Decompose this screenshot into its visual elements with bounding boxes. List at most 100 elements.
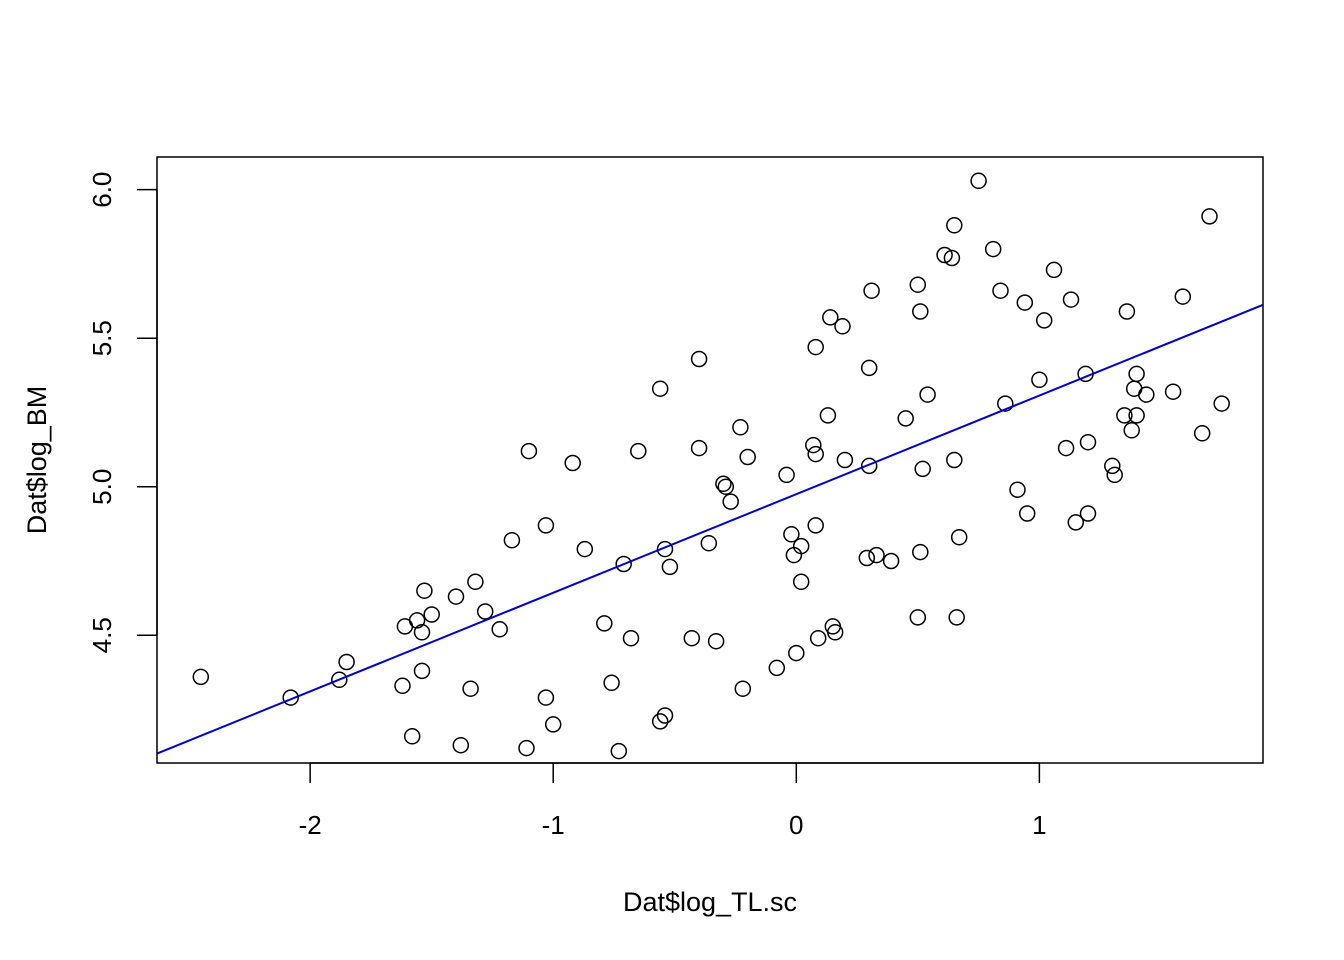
data-point xyxy=(615,555,632,573)
data-point xyxy=(860,457,878,475)
data-point xyxy=(984,240,1002,258)
data-point xyxy=(732,419,749,436)
data-point xyxy=(1079,505,1097,522)
data-point xyxy=(537,517,555,534)
y-axis: 4.5 5.0 5.5 6.0 xyxy=(87,172,158,653)
data-point xyxy=(909,609,927,626)
data-point xyxy=(690,350,708,368)
data-point xyxy=(946,217,963,234)
data-point xyxy=(882,552,900,570)
data-point xyxy=(970,172,987,190)
data-point xyxy=(476,603,494,620)
x-tick-label: -2 xyxy=(299,810,322,840)
data-point xyxy=(860,359,878,377)
data-point xyxy=(520,442,538,460)
data-point xyxy=(462,680,479,697)
data-point xyxy=(805,436,822,454)
data-point xyxy=(717,478,735,495)
data-point xyxy=(651,713,669,730)
data-point xyxy=(739,448,756,466)
data-point xyxy=(868,546,885,564)
data-point xyxy=(1045,261,1063,279)
data-point xyxy=(919,386,936,403)
data-point xyxy=(518,739,535,757)
data-point xyxy=(413,662,431,680)
data-point xyxy=(700,534,718,552)
data-point xyxy=(651,380,669,397)
data-point xyxy=(656,540,674,558)
data-point xyxy=(783,526,800,543)
data-point xyxy=(912,543,929,561)
data-point xyxy=(807,517,824,534)
data-point xyxy=(1213,395,1230,412)
data-point xyxy=(452,736,470,754)
plot-frame xyxy=(156,156,1264,764)
data-point xyxy=(819,407,837,424)
data-point xyxy=(807,445,824,463)
data-point xyxy=(858,549,876,567)
data-point xyxy=(491,621,508,638)
data-point xyxy=(734,680,752,697)
x-tick-label: 0 xyxy=(789,810,803,840)
data-point xyxy=(822,309,839,326)
data-point xyxy=(826,624,844,641)
y-tick-label: 4.5 xyxy=(87,617,117,653)
data-point xyxy=(809,629,827,647)
data-point xyxy=(914,460,931,478)
data-point xyxy=(603,674,620,692)
data-point xyxy=(1104,457,1121,475)
data-point xyxy=(936,246,953,264)
data-point xyxy=(778,466,795,484)
data-point xyxy=(656,707,674,724)
data-point xyxy=(707,632,725,650)
data-point xyxy=(331,671,348,689)
data-point xyxy=(338,653,355,671)
y-tick-label: 5.0 xyxy=(87,469,117,505)
data-point xyxy=(1057,439,1075,457)
data-point xyxy=(788,644,805,662)
data-point xyxy=(416,582,433,599)
data-point xyxy=(1128,407,1145,424)
data-point xyxy=(722,493,739,510)
data-point xyxy=(1128,365,1145,383)
x-tick-label: -1 xyxy=(542,810,565,840)
data-point xyxy=(1079,433,1097,451)
data-point xyxy=(1118,303,1136,320)
x-tick-label: 1 xyxy=(1032,810,1046,840)
data-point xyxy=(946,451,963,469)
data-point xyxy=(537,689,555,706)
data-point xyxy=(1016,294,1034,311)
data-point xyxy=(836,451,854,469)
data-point xyxy=(192,668,210,686)
data-point xyxy=(1164,383,1182,400)
data-point xyxy=(1009,481,1026,498)
fit-line-group xyxy=(156,303,1264,755)
data-point xyxy=(423,606,440,623)
data-point xyxy=(564,454,581,472)
data-point xyxy=(630,442,647,460)
data-point xyxy=(715,475,732,493)
data-point xyxy=(467,573,484,591)
data-point xyxy=(997,395,1014,412)
data-point xyxy=(596,615,613,632)
data-point xyxy=(792,573,810,591)
data-point xyxy=(661,558,679,576)
data-point xyxy=(1138,386,1155,403)
data-point xyxy=(863,282,880,299)
data-point xyxy=(1174,288,1192,305)
data-point xyxy=(950,528,968,546)
data-point xyxy=(1062,291,1080,308)
y-tick-label: 6.0 xyxy=(87,172,117,208)
data-point xyxy=(912,303,929,320)
data-point xyxy=(503,531,521,549)
data-point xyxy=(768,659,786,677)
data-point xyxy=(943,249,961,267)
data-point xyxy=(948,609,965,626)
plot-marks xyxy=(192,172,1230,760)
data-point xyxy=(394,677,411,695)
data-point xyxy=(897,410,914,427)
data-point xyxy=(792,537,810,555)
data-point xyxy=(1106,466,1123,484)
data-point xyxy=(1031,371,1048,389)
data-point xyxy=(1018,505,1036,522)
